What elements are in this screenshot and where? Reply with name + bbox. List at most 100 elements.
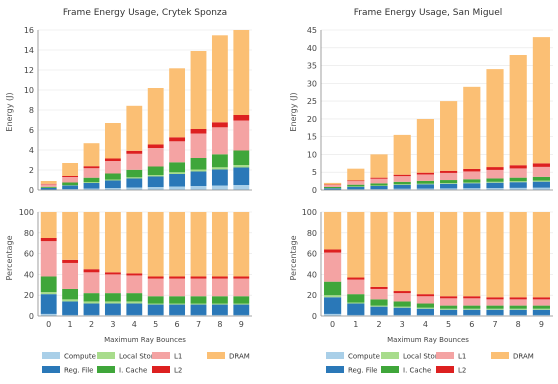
bar-segment-i-cache [486,305,504,309]
y-axis-label: Energy (J) [289,92,298,131]
bar-segment-local-store [211,303,228,305]
bar-segment-compute [393,188,411,190]
bar-segment-l2 [440,170,458,173]
bar-segment-i-cache [440,305,458,309]
bar-segment-dram [233,212,250,277]
bar-segment-dram [393,134,411,175]
y-tick-labels: 0 20 40 60 80 100 [19,208,34,321]
y-tick-label: 14 [24,46,34,55]
bar-segment-dram [169,68,186,138]
bar-segment-local-store [190,169,207,172]
bar-segment-compute [509,314,527,316]
bar-segment-reg-file [440,309,458,315]
x-tick-label: 8 [217,320,222,329]
bar-segment-l2 [416,294,434,297]
legend-label-local-store: Local Store [119,353,158,361]
bar-segment-compute [532,314,550,316]
bar-segment-reg-file [233,304,250,315]
bar-segment-compute [486,314,504,316]
bar-segment-local-store [169,303,186,305]
bar-segment-reg-file [393,184,411,189]
bar-segment-i-cache [370,299,388,306]
bar-segment-l1 [169,278,186,297]
bar-segment-l2 [486,167,504,170]
y-tick-label: 100 [19,208,34,217]
bar-segment-dram [347,168,365,181]
bar-segment-local-store [104,301,121,304]
x-tick-label: 6 [469,320,474,329]
x-tick-label: 9 [239,320,244,329]
bar-segment-reg-file [40,294,57,314]
bar-segment-l2 [370,286,388,289]
bar-segment-i-cache [509,305,527,309]
bar-segment-compute [211,314,228,316]
x-tick-label: 8 [516,320,521,329]
bar-segment-local-store [126,301,143,304]
y-tick-label: 0 [312,186,317,195]
bar-segment-i-cache [211,154,228,168]
y-tick-label: 20 [307,291,317,300]
bar-segment-l1 [211,127,228,155]
bar-segment-compute [211,185,228,190]
bar-segment-l2 [347,180,365,182]
legend-swatch-l2 [436,366,454,373]
bar-segment-reg-file [169,174,186,187]
x-tick-label: 2 [89,320,94,329]
bar-segment-dram [62,163,79,176]
bar-segment-i-cache [370,183,388,186]
bar-segment-reg-file [532,181,550,188]
bar-segment-reg-file [370,185,388,190]
bar-segment-local-store [463,182,481,184]
bar-segment-local-store [233,165,250,168]
bar-segment-dram [509,55,527,166]
bar-segment-reg-file [370,306,388,315]
bar-segment-dram [190,212,207,277]
bar-segment-compute [62,189,79,190]
x-tick-label: 1 [353,320,358,329]
bar-segment-l2 [393,291,411,294]
bar-segment-reg-file [190,171,207,186]
legend-left: Compute Local Store L1 DRAM Reg. File I. Cach… [42,352,250,375]
bar-segment-dram [486,69,504,168]
bar-segment-l1 [233,120,250,151]
bar-segment-l2 [347,277,365,280]
bar-segment-dram [486,212,504,298]
x-tick-label: 5 [153,320,158,329]
bar-segment-compute [463,314,481,316]
bar-segment-compute [83,314,100,316]
bar-segment-dram [190,51,207,129]
bar-segment-l2 [169,276,186,279]
bar-segment-dram [393,212,411,292]
y-tick-label: 60 [307,250,317,259]
bar-segment-l1 [370,288,388,300]
bar-segment-reg-file [393,307,411,315]
bar-segment-local-store [83,301,100,304]
bar-segment-reg-file [463,309,481,315]
bar-segment-local-store [532,308,550,310]
bar-segment-l2 [416,172,434,175]
bar-segment-l1 [416,296,434,304]
bar-segment-dram [532,212,550,298]
bar-segment-l1 [393,293,411,302]
bar-segment-l2 [233,276,250,279]
bar-segment-compute [324,313,342,316]
panel-energy-sponza: Frame Energy Usage, Crytek Sponza Energy… [5,8,252,195]
bar-segment-i-cache [324,186,342,189]
bar-segment-compute [83,188,100,190]
y-tick-label: 80 [307,229,317,238]
bar-segment-reg-file [126,178,143,188]
bar-segment-l1 [40,184,57,187]
bar-segment-compute [416,188,434,190]
x-tick-label: 3 [400,320,405,329]
bar-segment-l1 [147,148,164,167]
bar-segment-dram [440,212,458,297]
bar-segment-reg-file [62,301,79,315]
bar-segment-i-cache [324,281,342,296]
bar-segment-dram [40,181,57,184]
bar-segment-i-cache [104,293,121,302]
bar-segment-reg-file [126,303,143,315]
bar-segment-compute [233,314,250,316]
bar-segment-compute [233,185,250,190]
y-tick-label: 0 [29,312,34,321]
